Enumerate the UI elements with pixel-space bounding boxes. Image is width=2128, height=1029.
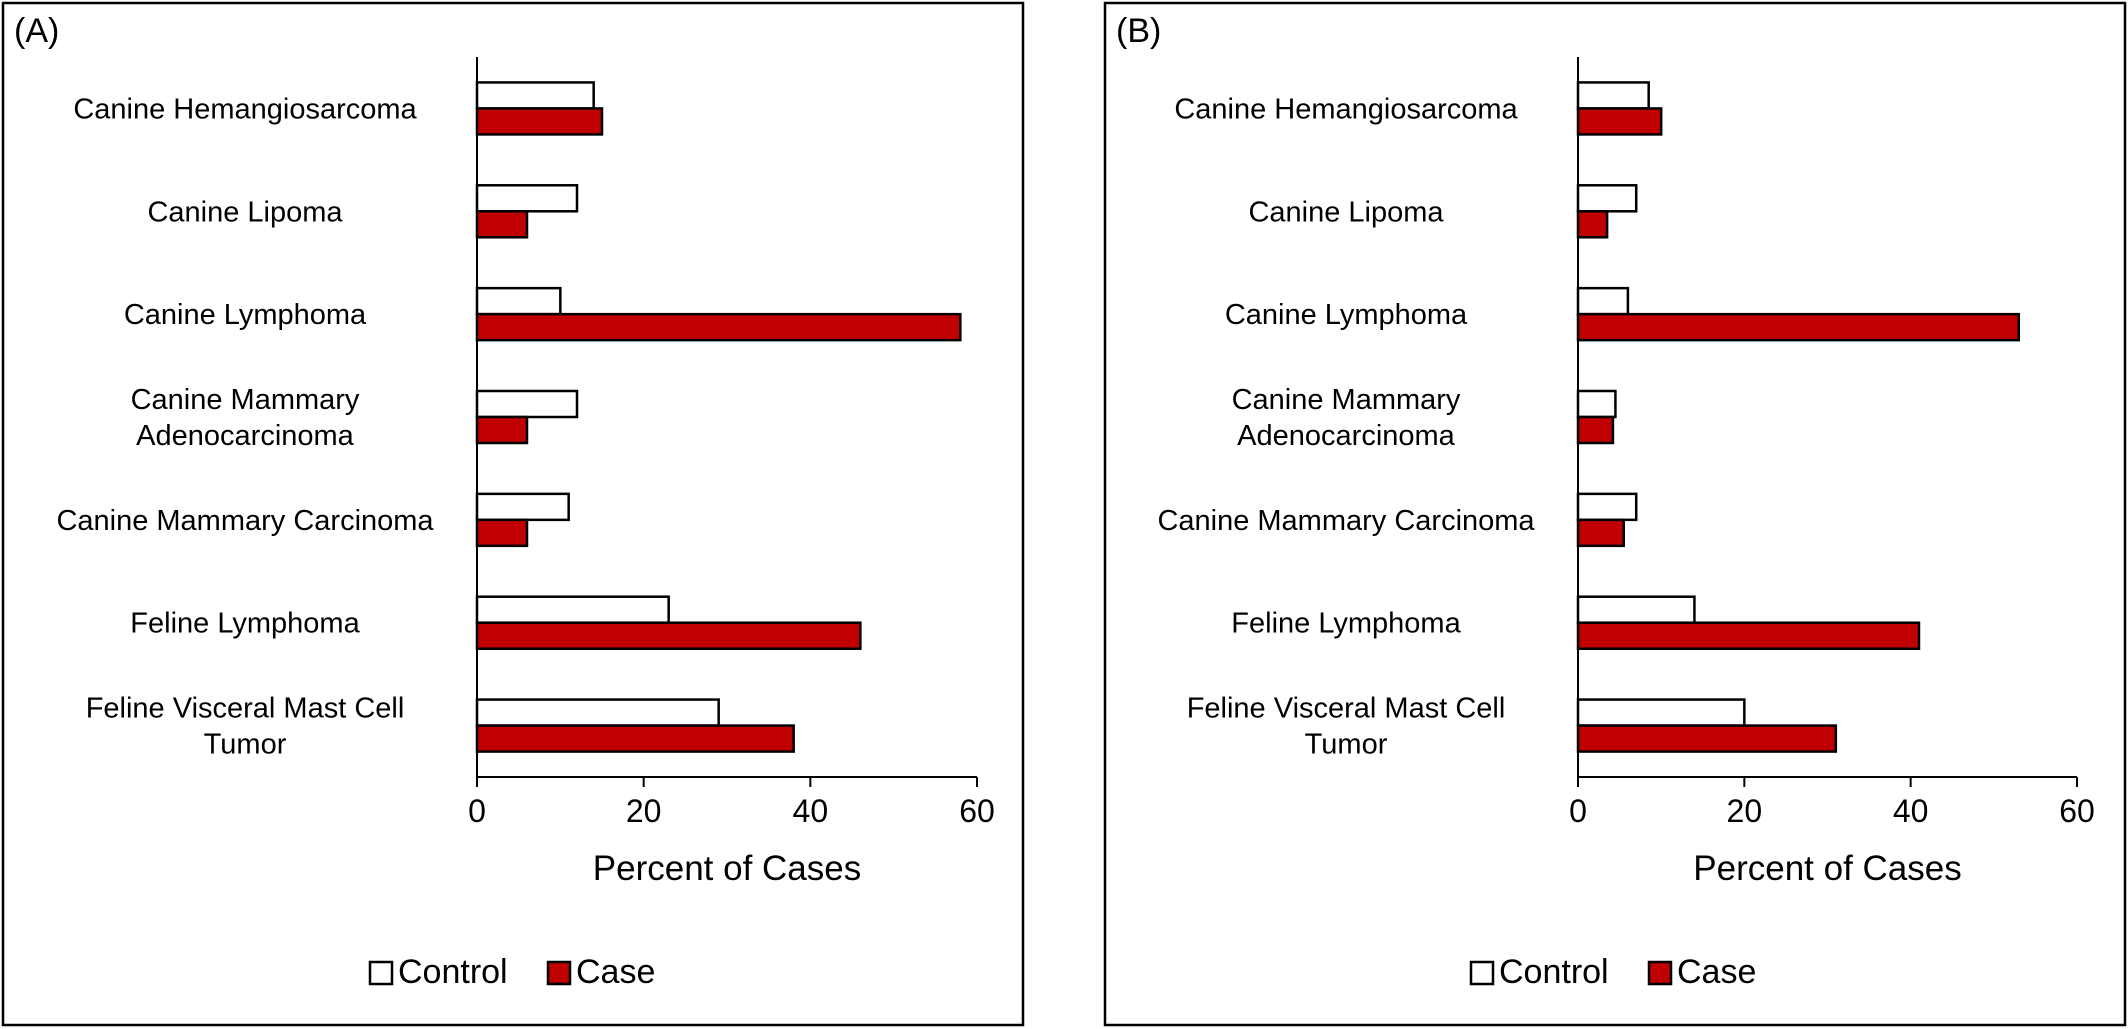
panel-label: (A) bbox=[14, 12, 59, 50]
legend-label-case: Case bbox=[1677, 953, 1756, 991]
category-label: Canine Lymphoma bbox=[124, 299, 367, 331]
category-label: Canine Mammary bbox=[131, 384, 360, 416]
category-label: Canine Lipoma bbox=[1248, 196, 1444, 228]
bar-control-4 bbox=[475, 389, 579, 419]
category-label: Canine Mammary bbox=[1232, 384, 1461, 416]
category-label: Feline Lymphoma bbox=[130, 608, 360, 640]
category-label: Canine Mammary Carcinoma bbox=[56, 505, 434, 537]
bar-control-6 bbox=[475, 595, 670, 624]
bar-control-1 bbox=[475, 81, 595, 110]
category-label: Canine Hemangiosarcoma bbox=[1174, 93, 1518, 125]
category-label: Adenocarcinoma bbox=[136, 420, 354, 452]
category-label: Feline Visceral Mast Cell bbox=[1187, 693, 1506, 725]
bar-control-2 bbox=[1576, 184, 1638, 213]
legend-label-case: Case bbox=[576, 953, 655, 991]
category-label: Adenocarcinoma bbox=[1237, 420, 1455, 452]
legend-label-control: Control bbox=[1499, 953, 1609, 991]
bar-case-7 bbox=[475, 724, 795, 753]
bar-case-1 bbox=[475, 107, 604, 136]
x-tick-label: 0 bbox=[1569, 793, 1587, 829]
x-tick-label: 40 bbox=[793, 793, 829, 829]
legend-swatch-case bbox=[546, 960, 572, 986]
legend-label-control: Control bbox=[398, 953, 508, 991]
bar-case-2 bbox=[475, 210, 529, 239]
bar-case-4 bbox=[475, 415, 529, 445]
legend-swatch-case bbox=[1647, 960, 1673, 986]
bar-control-7 bbox=[475, 698, 720, 727]
x-tick-label: 0 bbox=[468, 793, 486, 829]
bar-control-5 bbox=[475, 492, 570, 522]
chart-panel-a: (A) Canine Hemangiosarcoma Canine Lipoma Ca… bbox=[1, 1, 1025, 1027]
bar-case-2 bbox=[1576, 210, 1609, 239]
category-label: Canine Lipoma bbox=[147, 196, 343, 228]
legend-swatch-control bbox=[1469, 960, 1495, 986]
category-label: Tumor bbox=[204, 729, 287, 761]
bar-control-5 bbox=[1576, 492, 1638, 522]
x-axis-title: Percent of Cases bbox=[593, 849, 861, 888]
category-label: Tumor bbox=[1305, 729, 1388, 761]
x-tick-label: 60 bbox=[959, 793, 995, 829]
bar-control-3 bbox=[475, 286, 562, 316]
bar-control-1 bbox=[1576, 81, 1650, 110]
bar-control-7 bbox=[1576, 698, 1746, 727]
x-axis-title: Percent of Cases bbox=[1693, 849, 1961, 888]
category-label: Canine Mammary Carcinoma bbox=[1157, 505, 1535, 537]
category-label: Feline Lymphoma bbox=[1231, 608, 1461, 640]
x-tick-label: 60 bbox=[2059, 793, 2095, 829]
legend-swatch-control bbox=[368, 960, 394, 986]
panel-label: (B) bbox=[1116, 12, 1161, 50]
bar-case-5 bbox=[1576, 518, 1625, 548]
bar-control-2 bbox=[475, 184, 579, 213]
bar-case-6 bbox=[475, 621, 862, 650]
bar-case-3 bbox=[1576, 312, 2021, 342]
x-tick-label: 20 bbox=[626, 793, 662, 829]
bar-case-5 bbox=[475, 518, 529, 548]
category-label: Canine Lymphoma bbox=[1225, 299, 1468, 331]
bar-case-6 bbox=[1576, 621, 1921, 650]
x-tick-label: 40 bbox=[1893, 793, 1929, 829]
x-tick-label: 20 bbox=[1727, 793, 1763, 829]
category-label: Canine Hemangiosarcoma bbox=[73, 93, 417, 125]
chart-panel-b: (B) Canine Hemangiosarcoma Canine Lipoma Ca… bbox=[1103, 1, 2127, 1027]
category-label: Feline Visceral Mast Cell bbox=[86, 693, 405, 725]
bar-control-4 bbox=[1576, 389, 1617, 419]
bar-control-6 bbox=[1576, 595, 1696, 624]
bar-control-3 bbox=[1576, 286, 1630, 316]
bar-case-4 bbox=[1576, 415, 1615, 445]
bar-case-3 bbox=[475, 312, 962, 342]
bar-case-7 bbox=[1576, 724, 1838, 753]
bar-case-1 bbox=[1576, 107, 1663, 136]
